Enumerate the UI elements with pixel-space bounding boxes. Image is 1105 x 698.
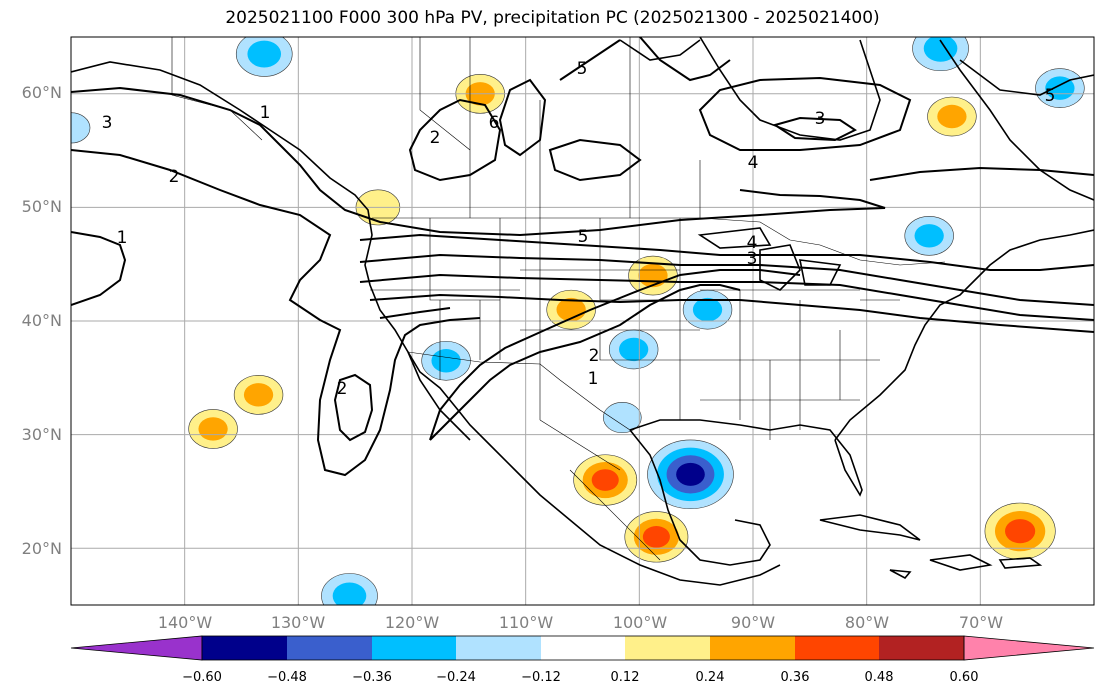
- colorbar-segment: [372, 636, 456, 660]
- precip-anomaly-blob: [927, 96, 977, 137]
- lon-label: 70°W: [959, 613, 1003, 632]
- colorbar-tick-label: −0.12: [521, 670, 561, 685]
- lat-label: 40°N: [22, 311, 62, 330]
- contour-label: 4: [747, 233, 758, 253]
- precip-anomaly-blob: [188, 409, 238, 449]
- precip-anomaly-blob: [682, 289, 733, 330]
- precip-anomaly-level: [692, 297, 723, 322]
- contour-label: 2: [169, 167, 180, 187]
- precip-anomaly-blob: [624, 511, 689, 563]
- colorbar-extend-min: [70, 635, 203, 661]
- precip-anomaly-level: [1005, 519, 1036, 544]
- precip-anomaly-level: [247, 40, 282, 68]
- colorbar-segment: [541, 636, 625, 660]
- contour-label: 5: [578, 227, 589, 247]
- precip-anomaly-blob: [904, 215, 954, 256]
- coastlines: [71, 37, 1094, 586]
- colorbar-tick-label: 0.12: [611, 670, 640, 685]
- contour-label: 3: [747, 249, 758, 269]
- lat-label: 20°N: [22, 539, 62, 558]
- lon-label: 90°W: [731, 613, 775, 632]
- colorbar-segment: [287, 636, 372, 660]
- precip-anomaly-level: [431, 349, 461, 373]
- precip-anomaly-level: [676, 462, 705, 486]
- map-frame: [70, 36, 1095, 606]
- lat-label: 60°N: [22, 83, 62, 102]
- colorbar-segment: [795, 636, 879, 660]
- precip-anomaly-level: [914, 224, 944, 248]
- precip-anomaly-blob: [71, 112, 91, 144]
- precip-anomaly-level: [332, 582, 367, 605]
- colorbar-tick-labels: −0.60 −0.48 −0.36 −0.24 −0.12 0.12 0.24 …: [182, 670, 978, 685]
- colorbar-tick-label: −0.24: [436, 670, 476, 685]
- precip-anomaly-level: [923, 37, 958, 62]
- precip-anomaly-blob: [546, 289, 596, 330]
- precip-anomaly-level: [243, 383, 274, 407]
- precip-anomaly-blob: [647, 439, 734, 510]
- lon-label: 110°W: [499, 613, 554, 632]
- contour-label: 3: [815, 109, 826, 129]
- map-title: 2025021100 F000 300 hPa PV, precipitatio…: [225, 8, 880, 28]
- contour-label: 1: [117, 228, 128, 248]
- contour-label: 1: [260, 103, 271, 123]
- precip-anomaly-level: [638, 263, 668, 288]
- precip-anomaly-blob: [984, 502, 1056, 560]
- precipitation-anomaly-layer: [71, 37, 1085, 605]
- colorbar-segment: [456, 636, 541, 660]
- precip-anomaly-blob: [608, 329, 659, 370]
- precip-anomaly-blob: [421, 340, 471, 381]
- lon-label: 100°W: [613, 613, 668, 632]
- colorbar-tick-label: −0.60: [182, 670, 222, 685]
- precip-anomaly-level: [198, 417, 228, 441]
- contour-label: 2: [337, 379, 348, 399]
- precip-anomaly-level: [619, 337, 649, 362]
- lat-label: 50°N: [22, 197, 62, 216]
- longitude-labels: 140°W 130°W 120°W 110°W 100°W 90°W 80°W …: [158, 613, 1003, 632]
- precip-anomaly-blob: [912, 37, 969, 72]
- colorbar-tick-label: 0.24: [696, 670, 725, 685]
- precip-anomaly-level: [71, 112, 91, 144]
- contour-label: 5: [1045, 86, 1056, 106]
- lon-label: 120°W: [385, 613, 440, 632]
- precip-anomaly-blob: [235, 37, 293, 77]
- colorbar-segment: [879, 636, 964, 660]
- lat-label: 30°N: [22, 425, 62, 444]
- colorbar-tick-label: 0.36: [781, 670, 810, 685]
- precip-anomaly-blob: [602, 402, 642, 434]
- precip-anomaly-level: [591, 469, 619, 491]
- colorbar-segment: [710, 636, 795, 660]
- precip-anomaly-blob: [233, 375, 284, 415]
- colorbar-tick-label: −0.48: [267, 670, 307, 685]
- latitude-labels: 60°N 50°N 40°N 30°N 20°N: [22, 83, 62, 558]
- contour-label: 4: [748, 153, 759, 173]
- precip-anomaly-blob: [321, 573, 378, 605]
- colorbar: [70, 635, 1095, 661]
- contour-label: 3: [102, 113, 113, 133]
- precip-anomaly-level: [602, 402, 642, 434]
- precip-anomaly-blob: [1035, 68, 1085, 108]
- precip-anomaly-level: [642, 526, 670, 548]
- lon-label: 80°W: [845, 613, 889, 632]
- graticule: [71, 37, 1094, 605]
- contour-label: 2: [430, 128, 441, 148]
- lon-label: 140°W: [158, 613, 213, 632]
- contour-labels: 3 1 2 2 1 5 6 5 4 3 5 4 3 2 1 2: [102, 59, 1056, 399]
- lon-label: 130°W: [271, 613, 326, 632]
- contour-label: 2: [589, 346, 600, 366]
- precip-anomaly-level: [937, 104, 967, 129]
- colorbar-segment: [625, 636, 710, 660]
- contour-label: 6: [489, 113, 500, 133]
- colorbar-extend-max: [963, 635, 1095, 661]
- pv-contours: [71, 37, 1094, 477]
- precip-anomaly-blob: [573, 454, 638, 506]
- colorbar-tick-label: 0.60: [950, 670, 979, 685]
- contour-label: 1: [588, 369, 599, 389]
- contour-label: 5: [577, 59, 588, 79]
- colorbar-segment: [202, 636, 287, 660]
- colorbar-tick-label: −0.36: [352, 670, 392, 685]
- colorbar-tick-label: 0.48: [865, 670, 894, 685]
